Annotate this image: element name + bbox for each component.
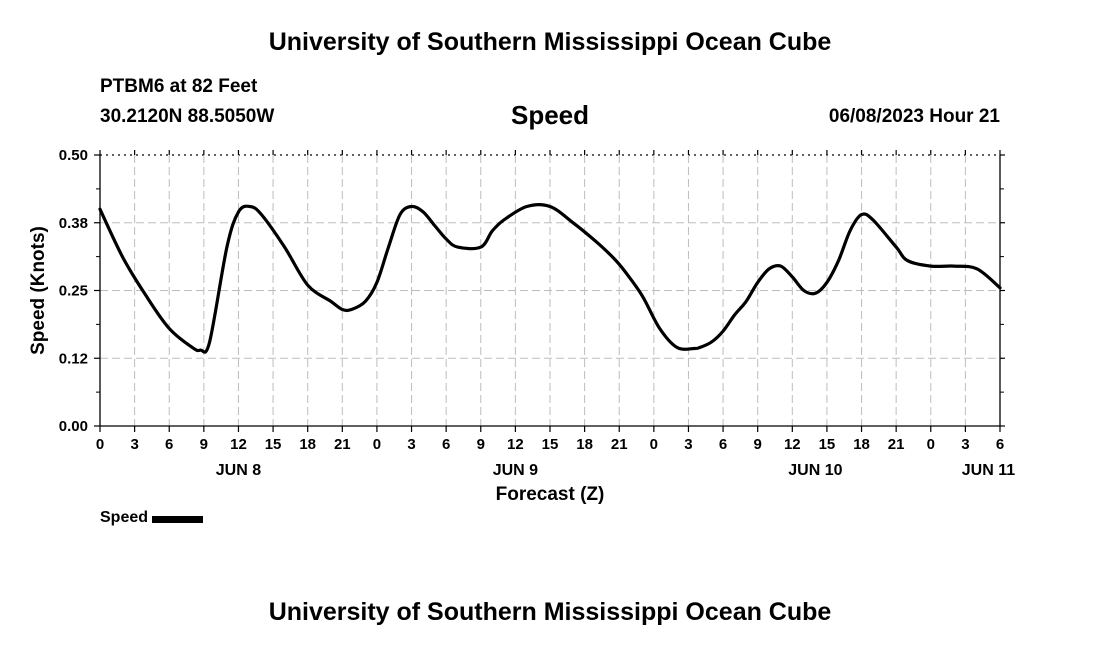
chart-title: Speed [510,100,590,130]
x-tick-label: 9 [200,436,208,453]
y-axis-title: Speed (Knots) [28,226,49,355]
x-tick-label: 3 [407,436,415,453]
x-tick-label: 15 [265,436,282,453]
x-tick-label: 18 [853,436,870,453]
x-tick-label: 18 [299,436,316,453]
legend-swatch [152,516,204,523]
series-lines [98,203,1002,354]
x-tick-label: 3 [684,436,692,453]
y-tick-label: 0.50 [59,147,88,164]
axis-labels: 0 3 6 9 12 15 18 21 0 3 6 9 12 15 18 21 0 3 6 9 12 15 18 21 0 3 6 0… [28,147,1015,505]
x-tick-label: 3 [961,436,969,453]
x-tick-label: 6 [165,436,173,453]
date-label: JUN 8 [216,462,261,479]
x-tick-label: 0 [927,436,935,453]
x-tick-label: 6 [442,436,450,453]
x-tick-label: 9 [477,436,485,453]
date-label: JUN 11 [962,462,1015,479]
x-tick-label: 15 [819,436,836,453]
date-label: JUN 10 [788,462,842,479]
x-tick-label: 12 [230,436,247,453]
x-tick-label: 0 [96,436,104,453]
x-tick-label: 9 [754,436,762,453]
y-tick-label: 0.00 [59,418,88,435]
x-tick-label: 12 [507,436,524,453]
y-tick-label: 0.12 [59,350,88,367]
x-tick-label: 0 [373,436,381,453]
date-label: JUN 9 [493,462,538,479]
y-tick-label: 0.38 [59,215,88,232]
legend: Speed [100,509,204,527]
chart-axes [94,150,1005,432]
x-tick-label: 21 [611,436,628,453]
x-tick-label: 6 [719,436,727,453]
grid-lines [100,154,1000,426]
series-line-speed [98,203,1002,354]
y-tick-label: 0.25 [59,283,88,300]
x-tick-label: 3 [130,436,138,453]
x-tick-label: 12 [784,436,801,453]
x-tick-label: 18 [576,436,593,453]
station-coordinates: 30.2120N 88.5050W [100,106,275,127]
footer-title: University of Southern Mississippi Ocean… [268,598,832,626]
page-title: University of Southern Mississippi Ocean… [268,28,832,56]
x-tick-label: 15 [542,436,559,453]
x-axis-title: Forecast (Z) [496,484,605,505]
x-tick-label: 6 [996,436,1004,453]
x-tick-label: 21 [888,436,905,453]
station-label: PTBM6 at 82 Feet [100,76,258,97]
legend-label: Speed [100,509,149,526]
x-tick-label: 0 [650,436,658,453]
x-tick-label: 21 [334,436,351,453]
forecast-date: 06/08/2023 Hour 21 [828,106,1000,127]
